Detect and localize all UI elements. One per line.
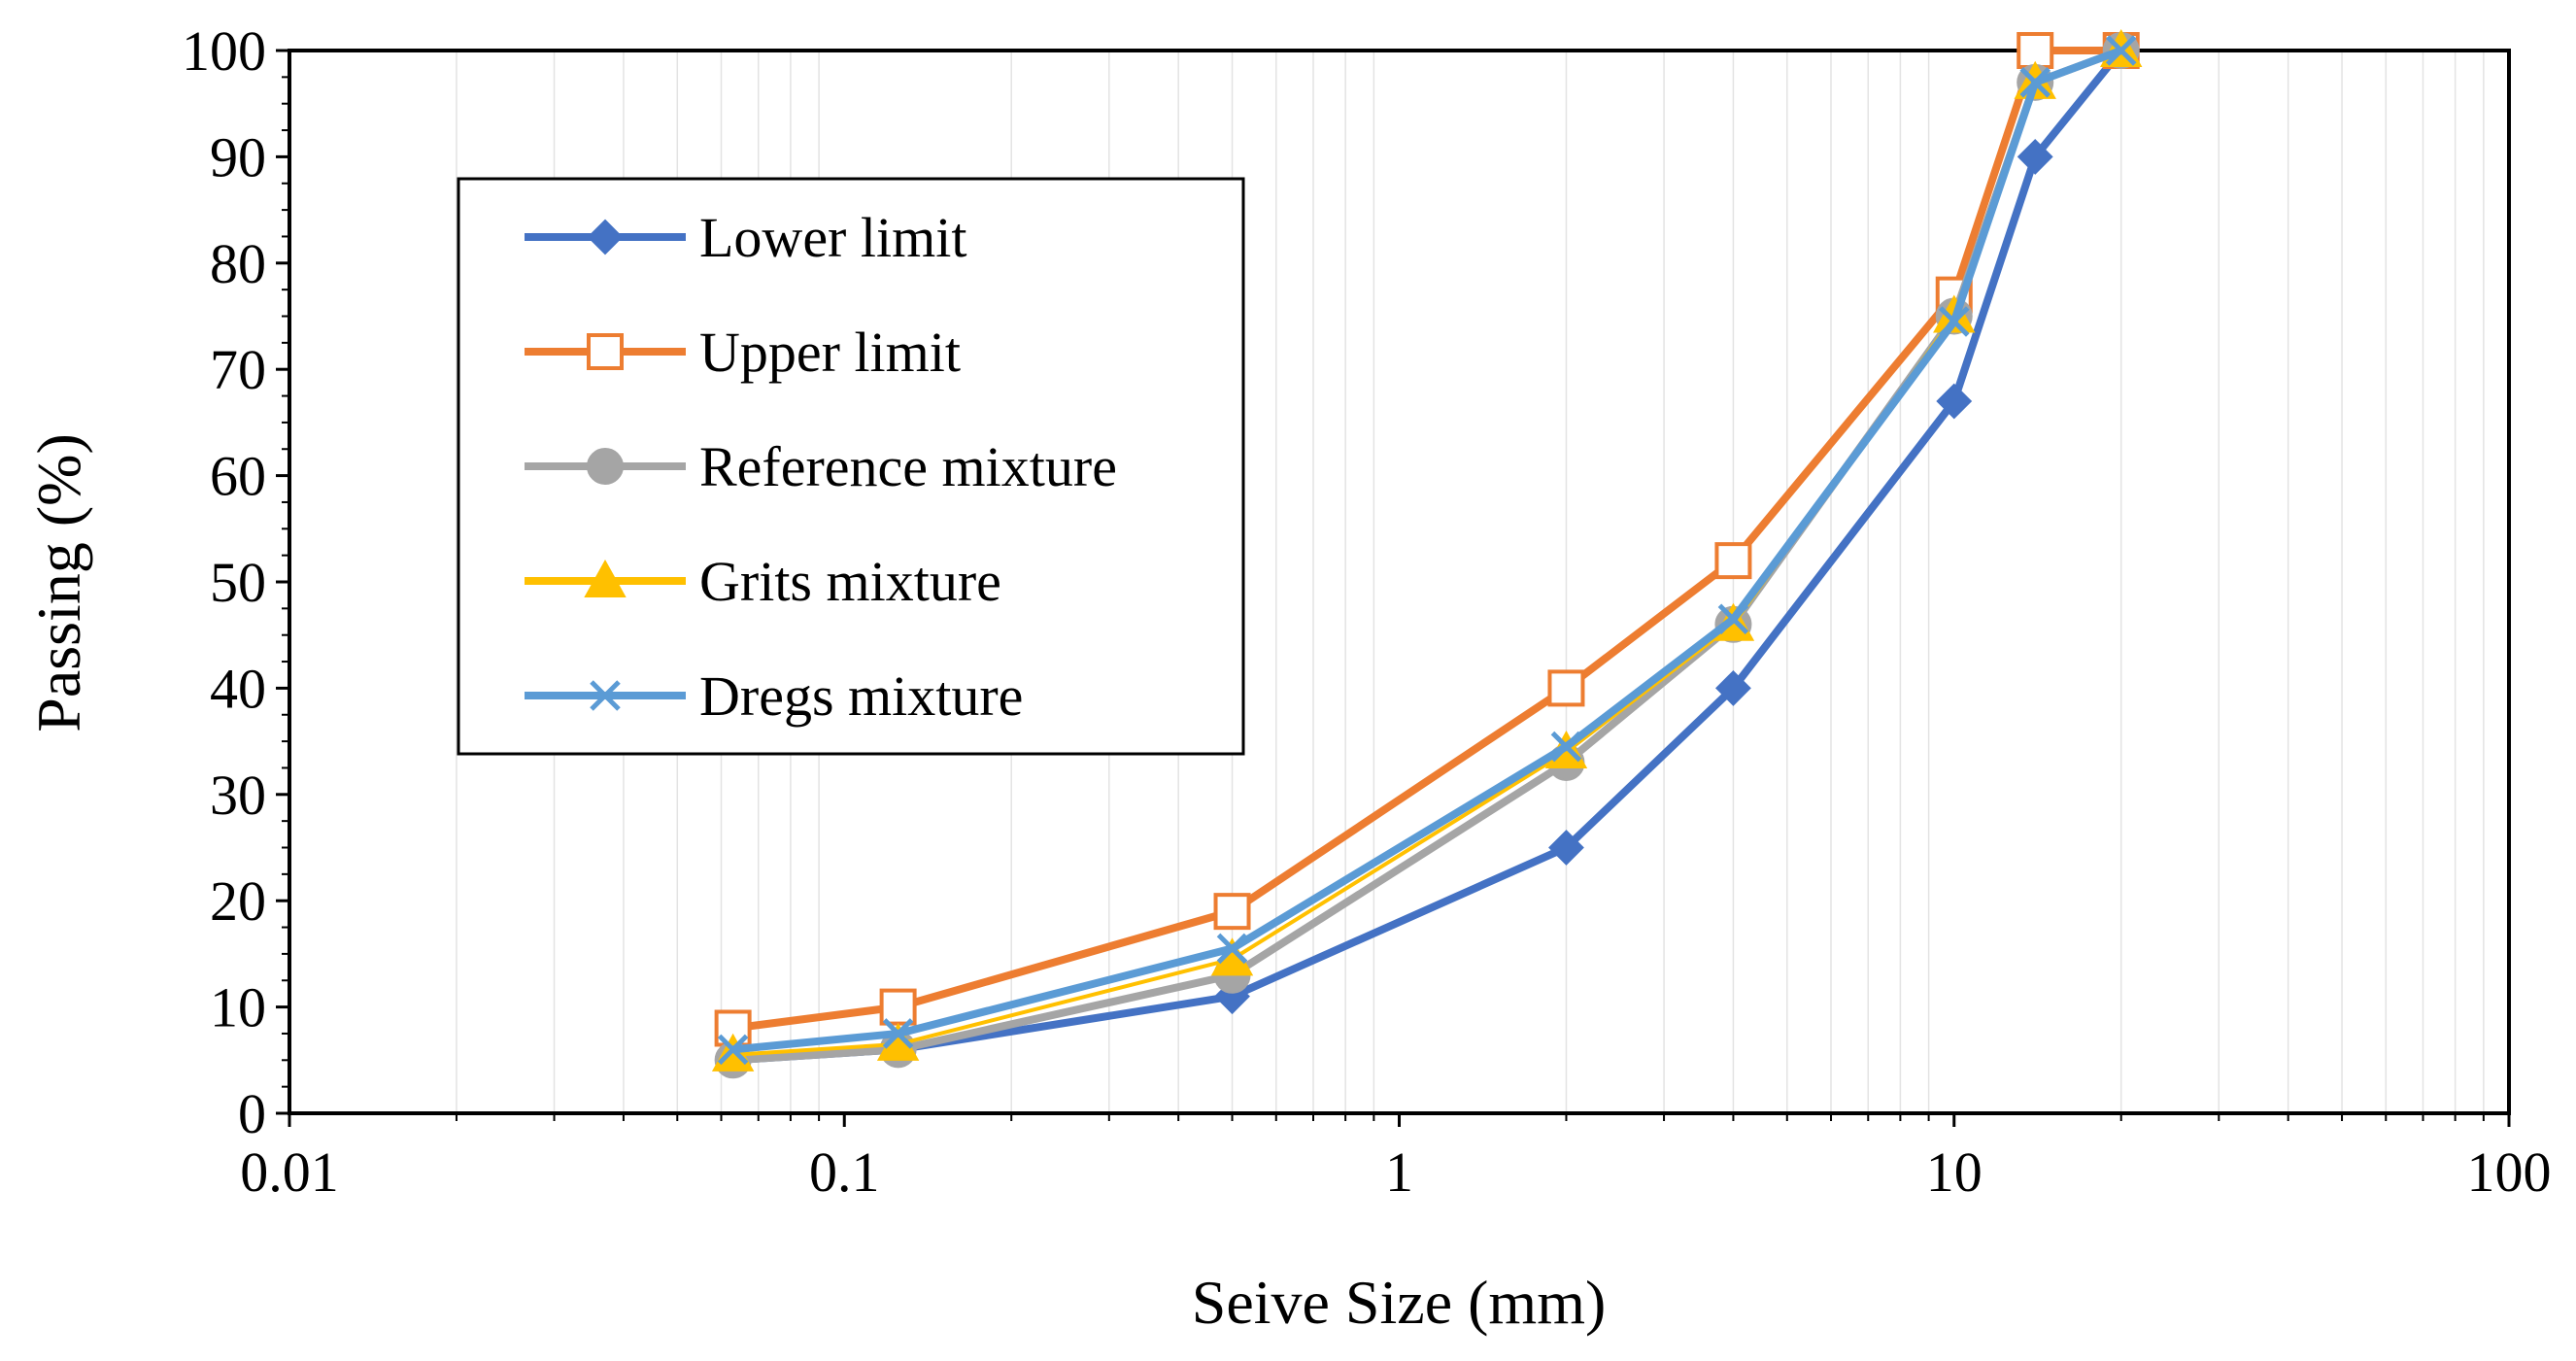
x-tick-label: 1 [1385, 1140, 1413, 1204]
data-point [882, 1018, 914, 1049]
legend: Lower limit Upper limit Reference mixture G… [457, 177, 1245, 756]
axis-ticks: 0 10 20 30 40 50 60 70 80 90 100 0.01 0.1 1 10 100 [182, 19, 2552, 1204]
x-axis-title: Seive Size (mm) [1192, 1268, 1607, 1337]
data-point [1715, 669, 1751, 706]
y-tick-label: 0 [238, 1082, 266, 1145]
x-tick-label: 0.01 [240, 1140, 339, 1204]
data-point [590, 680, 621, 711]
series-line [732, 47, 2123, 1054]
y-tick-label: 80 [210, 232, 266, 295]
series-dregs-mixture [717, 35, 2137, 1066]
data-point [1938, 306, 1970, 337]
legend-item: Lower limit [525, 206, 966, 269]
data-point [587, 219, 624, 255]
data-point [1936, 383, 1973, 420]
y-tick-label: 30 [210, 764, 266, 827]
y-tick-label: 50 [210, 551, 266, 614]
y-tick-label: 90 [210, 125, 266, 188]
y-tick-label: 40 [210, 657, 266, 720]
legend-item: Upper limit [525, 321, 961, 384]
x-tick-label: 0.1 [809, 1140, 880, 1204]
data-point [1548, 830, 1584, 866]
legend-item: Reference mixture [525, 435, 1117, 498]
x-tick-label: 100 [2467, 1140, 2552, 1204]
data-point [1216, 933, 1248, 965]
data-point [879, 988, 917, 1026]
y-axis-title: Passing (%) [24, 433, 93, 732]
data-point [717, 1034, 749, 1066]
data-point [2105, 35, 2137, 66]
x-tick-label: 10 [1926, 1140, 1983, 1204]
y-tick-label: 100 [182, 19, 266, 83]
data-point [1213, 893, 1251, 931]
data-point [2019, 67, 2051, 98]
data-point [587, 333, 624, 370]
legend-label: Grits mixture [699, 550, 1001, 613]
data-point [1717, 603, 1749, 635]
legend-label: Dregs mixture [699, 664, 1023, 728]
legend-label: Upper limit [699, 321, 961, 384]
data-point [1214, 978, 1250, 1015]
data-point [2017, 138, 2053, 175]
legend-item: Dregs mixture [525, 664, 1023, 728]
data-point [587, 448, 624, 485]
series-group [711, 28, 2143, 1079]
legend-label: Lower limit [699, 206, 966, 269]
data-point [1714, 542, 1752, 580]
y-tick-label: 60 [210, 445, 266, 508]
data-point [1547, 669, 1585, 707]
y-tick-label: 20 [210, 869, 266, 933]
legend-item: Grits mixture [525, 550, 1001, 613]
data-point [1550, 731, 1582, 763]
y-tick-label: 10 [210, 976, 266, 1039]
legend-label: Reference mixture [699, 435, 1117, 498]
data-point [584, 559, 627, 597]
y-tick-label: 70 [210, 338, 266, 401]
